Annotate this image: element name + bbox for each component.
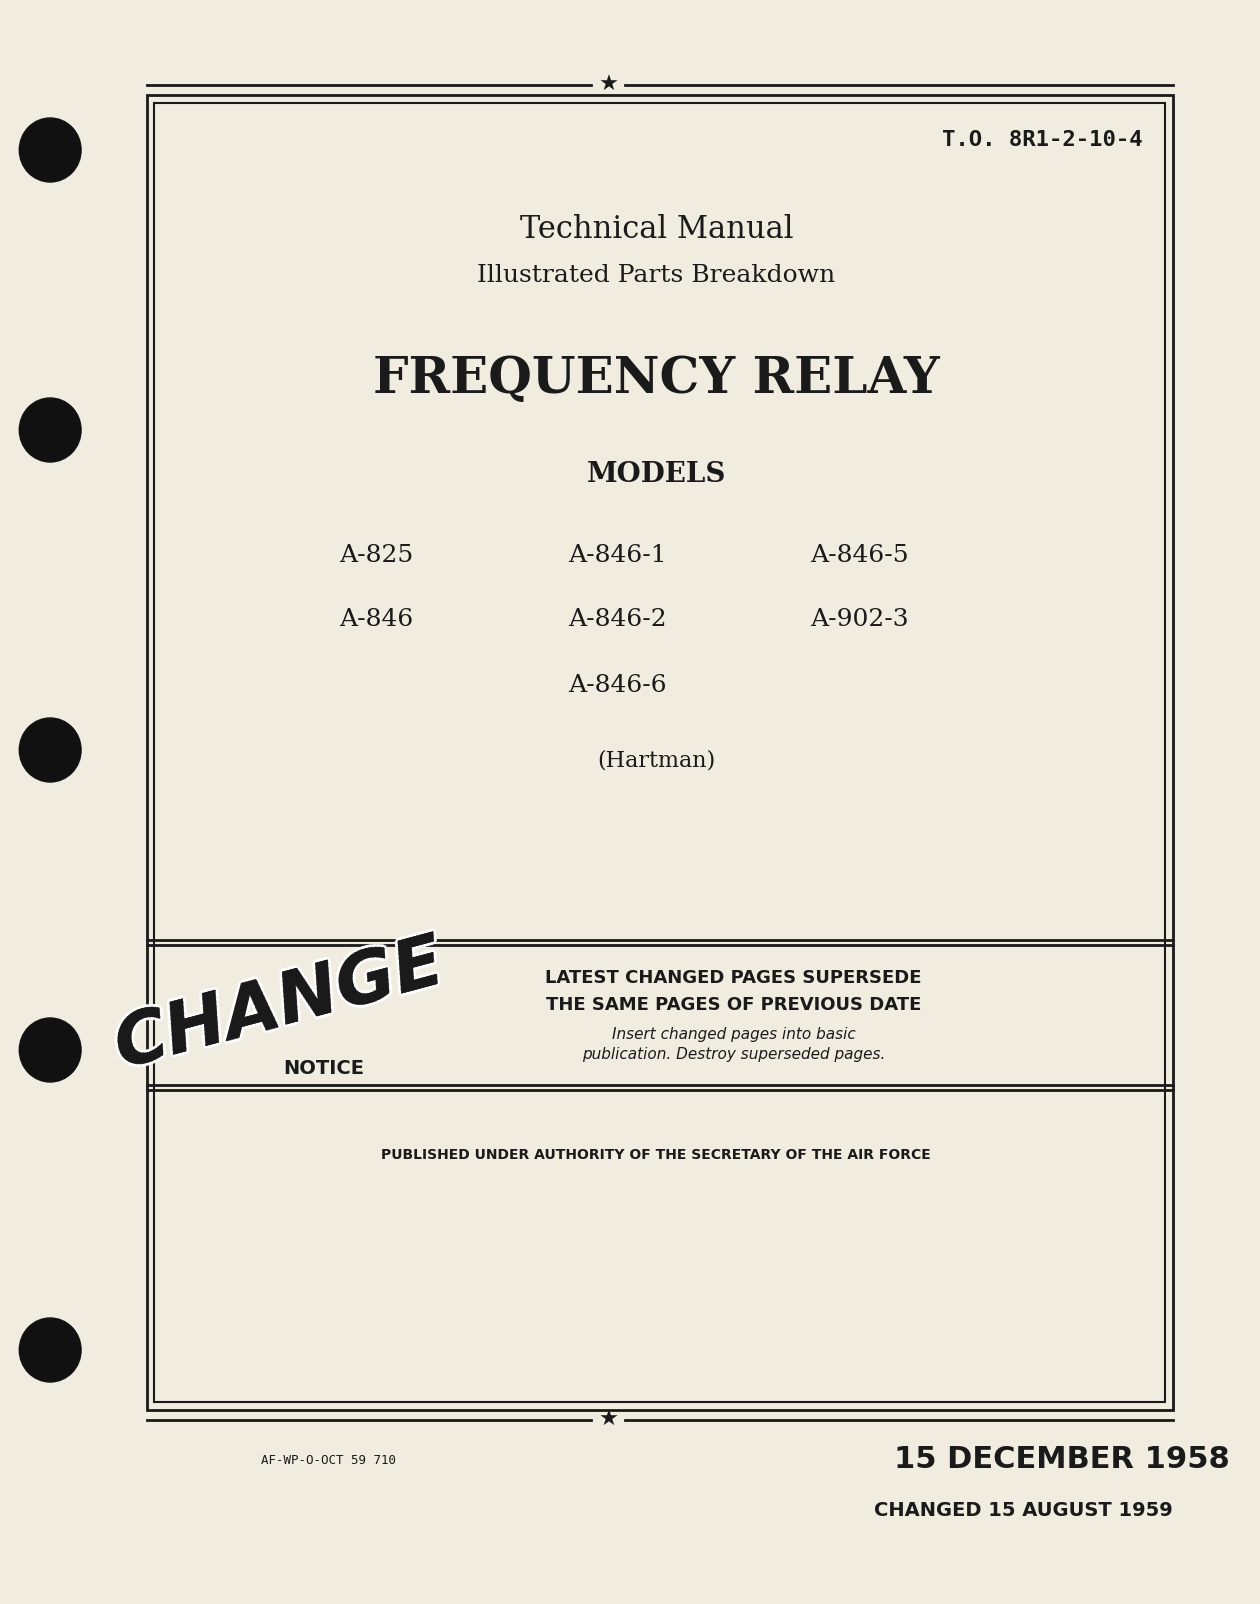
Text: CHANGE: CHANGE <box>107 927 452 1083</box>
Text: CHANGE: CHANGE <box>105 927 450 1083</box>
Text: A-846-1: A-846-1 <box>568 544 667 566</box>
Text: ★: ★ <box>598 75 619 95</box>
Text: A-846-5: A-846-5 <box>810 544 908 566</box>
Text: Illustrated Parts Breakdown: Illustrated Parts Breakdown <box>478 263 835 287</box>
Text: A-825: A-825 <box>339 544 413 566</box>
Bar <box>146 95 1173 1410</box>
Circle shape <box>19 398 81 462</box>
Text: CHANGE: CHANGE <box>110 930 455 1084</box>
Text: CHANGE: CHANGE <box>110 926 455 1079</box>
Text: CHANGE: CHANGE <box>107 926 452 1079</box>
Text: PUBLISHED UNDER AUTHORITY OF THE SECRETARY OF THE AIR FORCE: PUBLISHED UNDER AUTHORITY OF THE SECRETA… <box>382 1148 931 1161</box>
Text: Insert changed pages into basic: Insert changed pages into basic <box>611 1028 856 1043</box>
Text: A-846: A-846 <box>339 608 413 632</box>
Text: MODELS: MODELS <box>587 462 726 489</box>
Text: CHANGE: CHANGE <box>106 926 450 1079</box>
Text: CHANGE: CHANGE <box>111 927 455 1083</box>
Text: CHANGE: CHANGE <box>107 927 452 1083</box>
Circle shape <box>19 119 81 181</box>
Text: (Hartman): (Hartman) <box>597 749 716 772</box>
Text: T.O. 8R1-2-10-4: T.O. 8R1-2-10-4 <box>942 130 1143 151</box>
Text: CHANGE: CHANGE <box>106 930 450 1084</box>
Bar <box>155 103 1166 1402</box>
Text: THE SAME PAGES OF PREVIOUS DATE: THE SAME PAGES OF PREVIOUS DATE <box>546 996 921 1014</box>
Circle shape <box>19 1318 81 1383</box>
Text: ★: ★ <box>598 1410 619 1431</box>
Text: AF-WP-O-OCT 59 710: AF-WP-O-OCT 59 710 <box>261 1453 396 1466</box>
Text: A-846-2: A-846-2 <box>568 608 667 632</box>
Text: NOTICE: NOTICE <box>282 1059 364 1078</box>
Text: A-902-3: A-902-3 <box>810 608 908 632</box>
Text: publication. Destroy superseded pages.: publication. Destroy superseded pages. <box>582 1047 886 1062</box>
Text: 15 DECEMBER 1958: 15 DECEMBER 1958 <box>893 1445 1230 1474</box>
Text: Technical Manual: Technical Manual <box>519 215 793 245</box>
Text: FREQUENCY RELAY: FREQUENCY RELAY <box>373 356 940 404</box>
Text: CHANGE: CHANGE <box>107 930 452 1086</box>
Text: A-846-6: A-846-6 <box>568 674 667 696</box>
Text: LATEST CHANGED PAGES SUPERSEDE: LATEST CHANGED PAGES SUPERSEDE <box>546 969 922 986</box>
Circle shape <box>19 719 81 783</box>
Text: CHANGED 15 AUGUST 1959: CHANGED 15 AUGUST 1959 <box>873 1500 1173 1519</box>
Circle shape <box>19 1019 81 1083</box>
